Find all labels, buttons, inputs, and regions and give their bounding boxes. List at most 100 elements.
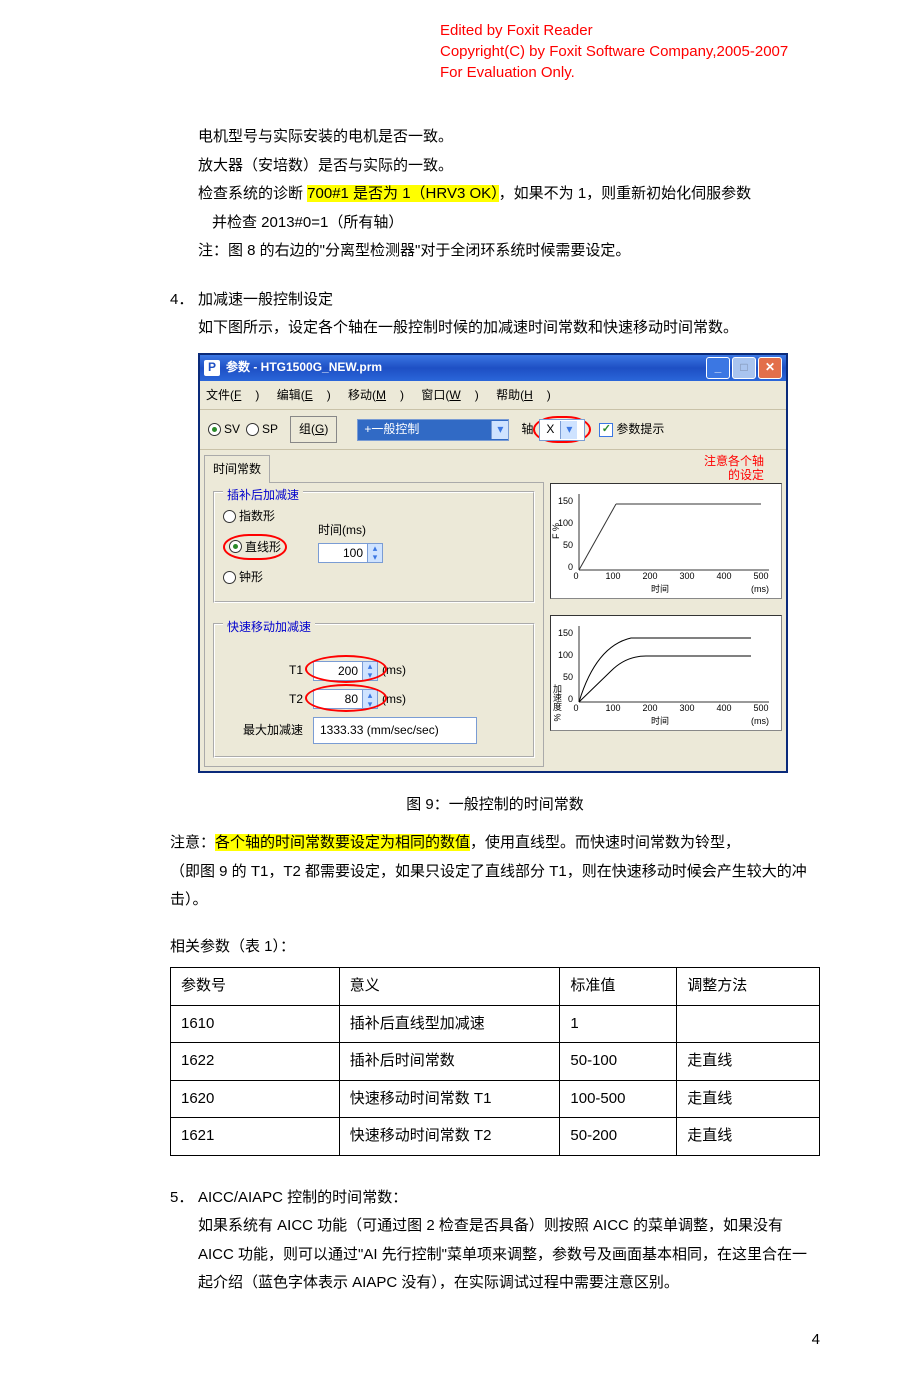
chart-2: 0 100 200 300 400 500 0 50 100 150 加速度 % 时间 (ms) <box>550 615 782 731</box>
axis-circle: X▾ <box>533 416 591 443</box>
intro-block: 电机型号与实际安装的电机是否一致。 放大器（安培数）是否与实际的一致。 检查系统… <box>198 123 820 266</box>
svg-text:加速度 %: 加速度 % <box>552 684 562 722</box>
menu-file[interactable]: 文件(F) <box>206 388 259 402</box>
radio-bell[interactable] <box>223 571 236 584</box>
note-a: 注意： <box>170 834 215 851</box>
menu-help[interactable]: 帮助(H) <box>496 388 551 402</box>
time-spinner[interactable]: ▴▾ <box>318 543 383 563</box>
minimize-button[interactable]: _ <box>706 357 730 379</box>
time-label: 时间(ms) <box>318 519 383 542</box>
section-4: 4．加减速一般控制设定 如下图所示，设定各个轴在一般控制时候的加减速时间常数和快… <box>170 286 820 343</box>
tab-time-const[interactable]: 时间常数 <box>204 455 270 483</box>
svg-text:300: 300 <box>679 703 694 713</box>
p2: 放大器（安培数）是否与实际的一致。 <box>198 152 820 181</box>
svg-text:0: 0 <box>568 562 573 572</box>
foxit-header: Edited by Foxit Reader Copyright(C) by F… <box>440 20 820 83</box>
svg-text:400: 400 <box>716 703 731 713</box>
note-hl: 各个轴的时间常数要设定为相同的数值 <box>215 834 470 851</box>
svg-text:150: 150 <box>558 496 573 506</box>
svg-text:150: 150 <box>558 628 573 638</box>
axis-label: 轴 <box>521 418 533 441</box>
svg-text:100: 100 <box>605 703 620 713</box>
toolbar: SV SP 组(G) +一般控制▾ 轴 X▾ ✓参数提示 <box>200 410 786 450</box>
p3: 检查系统的诊断 700#1 是否为 1（HRV3 OK），如果不为 1，则重新初… <box>198 180 820 209</box>
th-2: 标准值 <box>560 968 677 1006</box>
s4-num: 4． <box>170 286 198 315</box>
axis-dropdown[interactable]: X▾ <box>539 419 585 441</box>
p1: 电机型号与实际安装的电机是否一致。 <box>198 123 820 152</box>
svg-text:500: 500 <box>753 703 768 713</box>
t1-label: T1 <box>223 659 313 682</box>
linear-circle: 直线形 <box>223 534 287 561</box>
svg-text:300: 300 <box>679 571 694 581</box>
svg-text:200: 200 <box>642 571 657 581</box>
menubar: 文件(F) 编辑(E) 移动(M) 窗口(W) 帮助(H) <box>200 381 786 411</box>
note-block: 注意：各个轴的时间常数要设定为相同的数值，使用直线型。而快速时间常数为铃型， （… <box>170 829 820 915</box>
svg-text:100: 100 <box>605 571 620 581</box>
table-row: 1610插补后直线型加减速1 <box>171 1005 820 1043</box>
table-row: 1621快速移动时间常数 T250-200走直线 <box>171 1118 820 1156</box>
hdr-l1: Edited by Foxit Reader <box>440 20 820 41</box>
menu-edit[interactable]: 编辑(E) <box>277 388 331 402</box>
note-b: ，使用直线型。而快速时间常数为铃型， <box>470 834 740 851</box>
th-1: 意义 <box>339 968 560 1006</box>
control-dropdown[interactable]: +一般控制▾ <box>357 419 509 441</box>
max-value: 1333.33 (mm/sec/sec) <box>313 717 477 744</box>
time-input[interactable] <box>319 546 367 560</box>
svg-text:(ms): (ms) <box>751 716 769 726</box>
group-button[interactable]: 组(G) <box>290 416 337 443</box>
t2-label: T2 <box>223 688 313 711</box>
svg-text:50: 50 <box>563 672 573 682</box>
hdr-l3: For Evaluation Only. <box>440 62 820 83</box>
chart-1: 0100200300400500 050100150 F % 时间(ms) <box>550 483 782 599</box>
svg-text:时间: 时间 <box>651 583 669 594</box>
table-header-row: 参数号 意义 标准值 调整方法 <box>171 968 820 1006</box>
group-rapid-title: 快速移动加减速 <box>223 616 315 639</box>
radio-exp[interactable] <box>223 510 236 523</box>
s5-num: 5． <box>170 1184 198 1213</box>
svg-text:时间: 时间 <box>651 715 669 726</box>
svg-text:200: 200 <box>642 703 657 713</box>
maximize-button[interactable]: □ <box>732 357 756 379</box>
radio-linear[interactable] <box>229 540 242 553</box>
table-row: 1620快速移动时间常数 T1100-500走直线 <box>171 1080 820 1118</box>
section-5: 5．AICC/AIAPC 控制的时间常数： 如果系统有 AICC 功能（可通过图… <box>170 1184 820 1298</box>
group-interp: 插补后加减速 指数形 直线形 钟形 时间(ms) ▴▾ <box>213 491 535 603</box>
svg-text:500: 500 <box>753 571 768 581</box>
param-show-checkbox[interactable]: ✓ <box>599 423 613 437</box>
svg-text:100: 100 <box>558 650 573 660</box>
s4-title: 加减速一般控制设定 <box>198 291 333 308</box>
app-icon: P <box>204 360 220 376</box>
group-rapid: 快速移动加减速 T1 ▴▾ (ms) T2 ▴▾ (ms) 最大加减速 1333… <box>213 623 535 757</box>
svg-text:0: 0 <box>573 703 578 713</box>
table-row: 1622插补后时间常数50-100走直线 <box>171 1043 820 1081</box>
th-3: 调整方法 <box>677 968 820 1006</box>
table-title: 相关参数（表 1）： <box>170 933 820 962</box>
chevron-down-icon: ▾ <box>560 421 577 439</box>
group-interp-title: 插补后加减速 <box>223 484 303 507</box>
radio-sp[interactable] <box>246 423 259 436</box>
chevron-down-icon: ▾ <box>491 421 508 439</box>
close-button[interactable]: ✕ <box>758 357 782 379</box>
svg-text:0: 0 <box>568 694 573 704</box>
note-c: （即图 9 的 T1，T2 都需要设定，如果只设定了直线部分 T1，则在快速移动… <box>170 858 820 915</box>
svg-text:F %: F % <box>551 523 561 539</box>
param-window: P 参数 - HTG1500G_NEW.prm _ □ ✕ 文件(F) 编辑(E… <box>198 353 788 773</box>
menu-window[interactable]: 窗口(W) <box>421 388 478 402</box>
window-body: 时间常数 插补后加减速 指数形 直线形 钟形 时间(ms) ▴▾ 快速移动加减速… <box>200 450 786 771</box>
label-sv: SV <box>224 418 240 441</box>
param-table: 参数号 意义 标准值 调整方法 1610插补后直线型加减速1 1622插补后时间… <box>170 967 820 1156</box>
page-number: 4 <box>170 1326 820 1355</box>
svg-text:400: 400 <box>716 571 731 581</box>
p5: 注：图 8 的右边的"分离型检测器"对于全闭环系统时候需要设定。 <box>198 237 820 266</box>
axis-note: 注意各个轴的设定 <box>550 454 782 483</box>
p4: 并检查 2013#0=1（所有轴） <box>212 209 820 238</box>
titlebar[interactable]: P 参数 - HTG1500G_NEW.prm _ □ ✕ <box>200 355 786 381</box>
figure-caption: 图 9：一般控制的时间常数 <box>170 791 820 820</box>
svg-text:0: 0 <box>573 571 578 581</box>
s5-title: AICC/AIAPC 控制的时间常数： <box>198 1189 407 1206</box>
menu-move[interactable]: 移动(M) <box>348 388 404 402</box>
radio-sv[interactable] <box>208 423 221 436</box>
p3-highlight: 700#1 是否为 1（HRV3 OK） <box>307 185 498 202</box>
window-title: 参数 - HTG1500G_NEW.prm <box>226 356 382 379</box>
